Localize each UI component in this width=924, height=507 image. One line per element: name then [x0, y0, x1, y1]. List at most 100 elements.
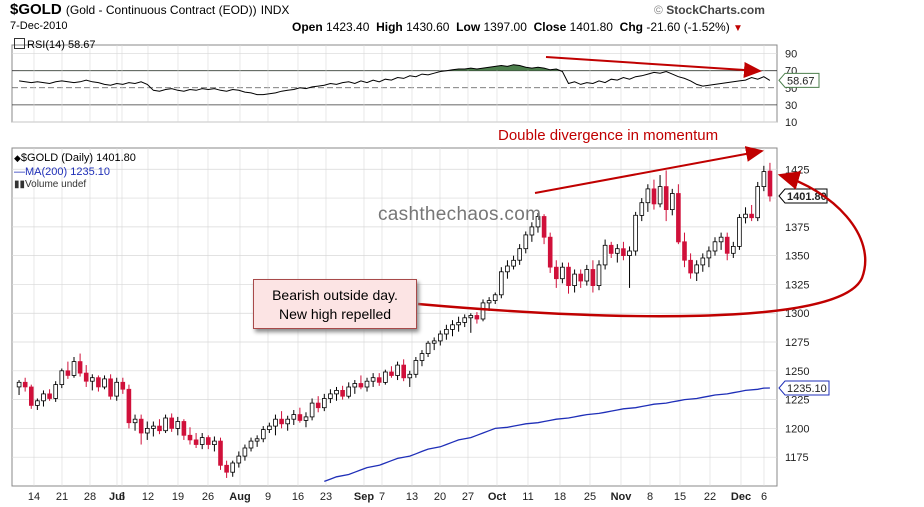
candle — [498, 267, 504, 299]
x-tick-label: 15 — [674, 491, 686, 503]
candle — [16, 380, 22, 396]
ma-legend: —MA(200) 1235.10 — [14, 166, 110, 178]
candle — [615, 244, 620, 263]
candle-body — [321, 398, 327, 409]
candle — [425, 340, 431, 358]
candle — [248, 437, 254, 452]
price-divergence-arrow — [534, 146, 764, 194]
candle-body — [419, 353, 425, 361]
price-tick-label: 1175 — [785, 452, 809, 464]
rsi-line — [19, 64, 771, 96]
candle-body — [584, 269, 590, 282]
candle — [242, 444, 248, 461]
candle — [407, 370, 413, 387]
ma-legend-label: MA(200) 1235.10 — [25, 166, 110, 178]
candle-body — [468, 315, 474, 319]
candle-body — [767, 170, 773, 197]
candle — [761, 165, 767, 192]
candle-body — [212, 440, 217, 446]
x-tick-label: 22 — [704, 491, 716, 503]
candle — [35, 398, 40, 410]
down-arrow-icon: ▼ — [733, 23, 743, 34]
price-tick-label: 1375 — [785, 222, 809, 234]
candle-body — [90, 377, 95, 382]
candle — [205, 435, 211, 450]
candle — [71, 357, 77, 378]
candle-body — [248, 440, 254, 449]
rsi-tag-shape — [778, 72, 820, 88]
candle-body — [621, 248, 626, 256]
candle — [157, 419, 162, 435]
candle — [712, 237, 718, 256]
candle — [175, 416, 181, 436]
x-tick-label: 19 — [172, 491, 184, 503]
candle — [694, 260, 699, 281]
candle-body — [578, 273, 583, 282]
candle — [670, 188, 675, 216]
brand[interactable]: © StockCharts.com — [654, 3, 765, 17]
candle-body — [218, 440, 223, 466]
candle-body — [47, 393, 52, 399]
price-tick-label: 1225 — [785, 395, 809, 407]
candle — [41, 390, 46, 407]
candle-body — [181, 421, 187, 436]
ma-line — [324, 387, 770, 483]
candle-body — [28, 386, 34, 406]
candle — [218, 437, 223, 470]
x-tick-label: 11 — [522, 491, 533, 503]
candle-body — [254, 438, 260, 442]
candle-body — [633, 214, 638, 252]
candle-body — [364, 380, 370, 388]
candle — [395, 361, 400, 381]
candle-body — [303, 416, 309, 421]
ma-tag-text: 1235.10 — [787, 383, 827, 395]
candle — [77, 353, 83, 377]
candle — [102, 375, 107, 390]
candle-body — [700, 257, 706, 266]
candle — [126, 384, 132, 429]
candle — [651, 179, 657, 210]
price-tag-text: 1401.80 — [787, 191, 827, 203]
candle-body — [35, 400, 40, 406]
candle — [83, 365, 89, 387]
candle — [505, 260, 510, 279]
open-value: 1423.40 — [326, 20, 370, 34]
candle — [419, 350, 425, 367]
candle-body — [480, 302, 486, 320]
candle-body — [566, 266, 571, 287]
candle-body — [407, 373, 413, 379]
x-tick-label: Nov — [611, 491, 633, 503]
price-legend: ◆$GOLD (Daily) 1401.80 — [14, 152, 136, 164]
x-tick-label: 25 — [584, 491, 596, 503]
candle-body — [132, 418, 138, 424]
candle — [657, 175, 663, 208]
candle — [511, 255, 516, 270]
candle-body — [670, 193, 675, 211]
candle — [749, 204, 754, 222]
price-tick-label: 1425 — [785, 164, 809, 176]
candle-body — [236, 455, 242, 464]
candle-body — [358, 383, 364, 388]
candle — [212, 436, 217, 452]
candle-body — [444, 328, 449, 335]
candle-body — [547, 236, 553, 268]
candle-body — [120, 381, 126, 390]
candle — [169, 413, 175, 432]
close-label: Close — [533, 20, 567, 34]
volume-legend-label: Volume undef — [25, 179, 87, 190]
rsi-legend-icon — [14, 38, 25, 49]
candle-body — [743, 213, 748, 219]
candle-body — [694, 264, 699, 274]
candle-body — [108, 378, 113, 397]
candle-body — [731, 245, 736, 254]
price-tick-label: 1300 — [785, 308, 809, 320]
candle-body — [737, 217, 742, 247]
candle — [96, 375, 101, 392]
candle — [389, 366, 394, 378]
x-tick-label: 7 — [379, 491, 385, 503]
candle — [285, 415, 290, 431]
ma-tag-shape — [778, 380, 830, 396]
rsi-value-tag — [778, 72, 820, 88]
candle-body — [645, 188, 651, 204]
candle-body — [596, 264, 602, 286]
